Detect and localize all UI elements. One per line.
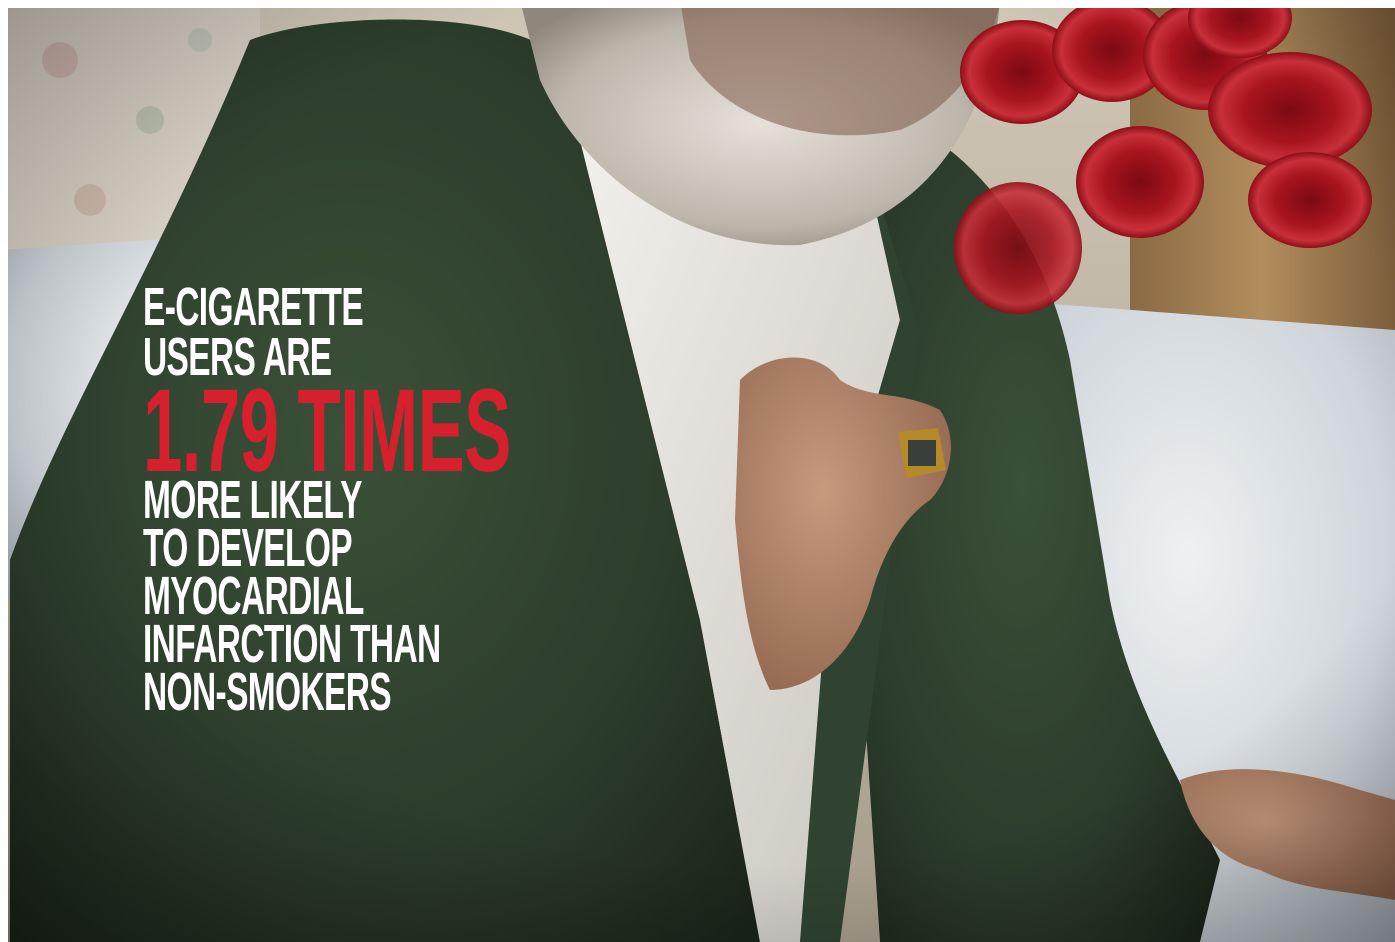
- top-border: [0, 0, 1395, 8]
- headline-line-2: USERS ARE: [143, 327, 332, 387]
- blood-cell: [954, 182, 1082, 314]
- blood-cell: [1248, 152, 1372, 248]
- body-line-2: TO DEVELOP: [143, 518, 353, 578]
- body-line-5: NON-SMOKERS: [143, 662, 392, 722]
- blood-cell: [1188, 0, 1292, 58]
- headline: E-CIGARETTE USERS ARE 1.79 TIMES MORE LI…: [143, 277, 756, 722]
- body-line-1: MORE LIKELY: [143, 470, 363, 530]
- left-border: [0, 0, 8, 942]
- blood-cell: [1208, 52, 1372, 168]
- blood-cell: [1052, 0, 1172, 102]
- body-line-3: MYOCARDIAL: [143, 566, 364, 626]
- highlight-stat: 1.79 TIMES: [143, 365, 511, 497]
- blood-cell: [1076, 126, 1204, 238]
- body-line-4: INFARCTION THAN: [143, 614, 441, 674]
- headline-line-1: E-CIGARETTE: [143, 277, 364, 337]
